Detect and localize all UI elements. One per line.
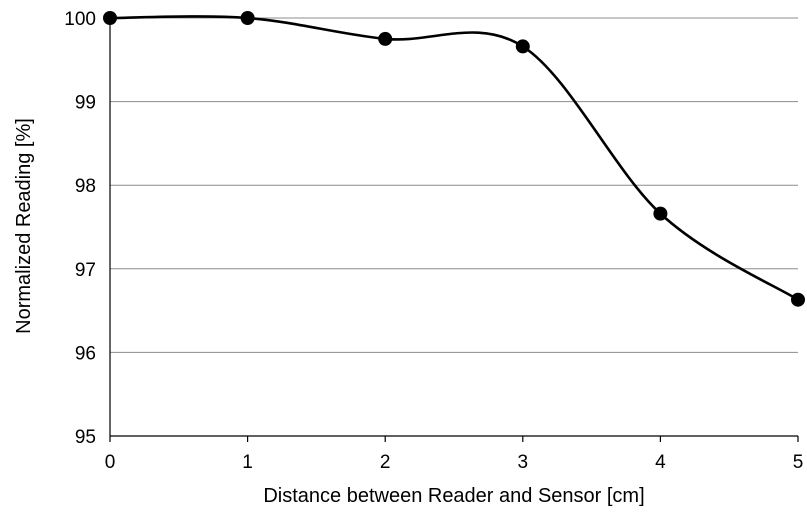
series-line-0 [109, 15, 799, 301]
data-point-0 [103, 11, 117, 25]
x-axis-label: Distance between Reader and Sensor [cm] [263, 485, 644, 507]
x-tick-label-3: 3 [518, 452, 529, 473]
series [103, 11, 805, 307]
data-point-2 [378, 31, 393, 46]
data-point-3 [515, 39, 530, 54]
data-point-4 [653, 206, 668, 221]
y-tick-label-100: 100 [64, 9, 96, 30]
x-tick-label-0: 0 [105, 452, 116, 473]
y-tick-label-96: 96 [75, 343, 96, 364]
y-tick-labels: 95 96 97 98 99 100 [64, 9, 96, 448]
x-tick-label-4: 4 [655, 452, 666, 473]
y-tick-label-98: 98 [75, 176, 96, 197]
x-tick-labels: 0 1 2 3 4 5 [105, 452, 804, 473]
y-tick-label-99: 99 [75, 93, 96, 114]
x-tick-label-5: 5 [793, 452, 804, 473]
y-tick-label-95: 95 [75, 427, 96, 448]
y-axis-label: Normalized Reading [%] [13, 118, 35, 334]
y-tick-label-97: 97 [75, 260, 96, 281]
x-tick-label-1: 1 [242, 452, 253, 473]
grid-lines [110, 17, 798, 353]
data-point-5 [791, 292, 805, 307]
axes [109, 18, 799, 442]
x-tick-label-2: 2 [380, 452, 391, 473]
data-point-1 [240, 11, 255, 25]
